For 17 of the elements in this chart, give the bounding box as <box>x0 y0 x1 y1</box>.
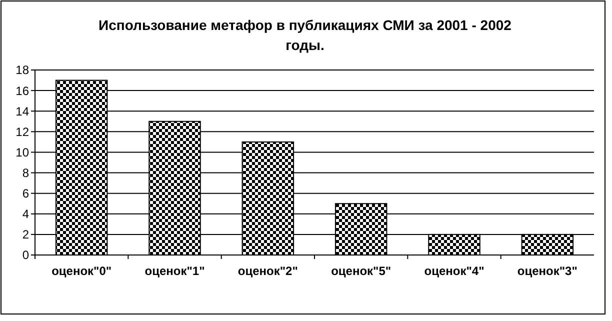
x-tick-label: оценок"5" <box>331 264 392 278</box>
x-tick-label: оценок"1" <box>144 264 205 278</box>
x-tick-label: оценок"4" <box>424 264 484 278</box>
y-tick-label: 0 <box>22 248 30 262</box>
x-tick-label: оценок"3" <box>517 264 578 278</box>
y-tick-label: 12 <box>16 124 30 139</box>
x-tick-label: оценок"0" <box>52 264 112 278</box>
x-tick-label: оценок"2" <box>238 264 298 278</box>
y-tick-label: 10 <box>16 145 30 160</box>
chart-title: Использование метафор в публикациях СМИ за 2001 - 2002 годы. <box>98 17 512 53</box>
y-tick-label: 8 <box>22 166 30 180</box>
y-tick-label: 14 <box>16 104 30 118</box>
y-tick-label: 2 <box>22 228 30 242</box>
y-tick-label: 6 <box>22 186 30 201</box>
y-tick-label: 4 <box>22 207 30 222</box>
y-tick-label: 16 <box>16 84 30 98</box>
y-tick-label: 18 <box>16 63 30 78</box>
